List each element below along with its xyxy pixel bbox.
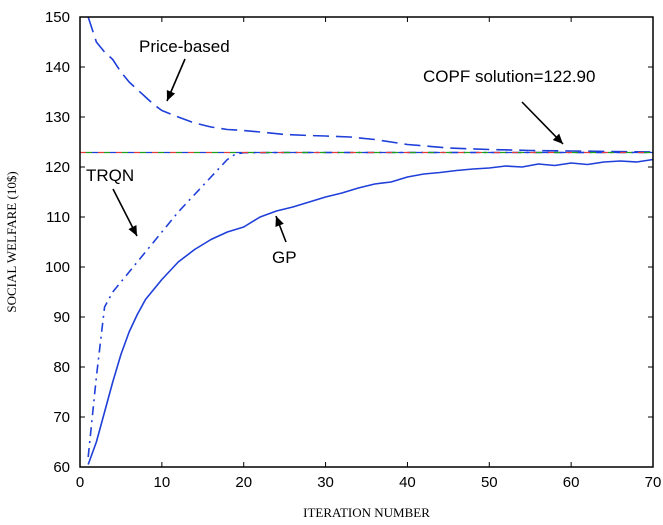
x-tick-label-50: 50 [481,474,498,491]
y-tick-label-60: 60 [53,459,70,476]
y-tick-label-120: 120 [45,159,70,176]
annotation-price-based: Price-based [139,37,230,56]
x-tick-label-70: 70 [645,474,662,491]
y-axis-label: SOCIAL WELFARE (10$) [4,171,19,312]
y-tick-label-80: 80 [53,359,70,376]
y-tick-label-140: 140 [45,59,70,76]
x-tick-label-60: 60 [563,474,580,491]
x-axis-label: ITERATION NUMBER [303,505,430,520]
annotation-copf: COPF solution=122.90 [423,67,595,86]
series-price-based [87,16,654,153]
plot-frame [79,16,654,468]
y-tick-label-130: 130 [45,109,70,126]
annotation-arrowhead-trqn [128,225,137,236]
y-tick-label-70: 70 [53,409,70,426]
annotation-arrowhead-price-based [166,90,176,101]
x-tick-label-10: 10 [154,474,171,491]
annotation-arrowhead-copf [552,133,563,144]
y-tick-label-90: 90 [53,309,70,326]
y-tick-label-110: 110 [46,209,70,226]
y-tick-label-150: 150 [45,9,70,26]
y-tick-label-100: 100 [45,259,70,276]
x-tick-label-0: 0 [76,474,84,491]
series-gp [87,158,654,465]
annotation-gp: GP [272,248,297,267]
series-trqn [87,151,653,458]
annotation-trqn: TRQN [86,166,134,185]
annotation-arrowhead-gp [275,216,284,227]
x-tick-label-20: 20 [235,474,252,491]
axis-ticks: 0 10 20 30 40 50 60 70 60 70 80 90 100 110 120 130 140 15… [45,9,661,491]
x-tick-label-40: 40 [399,474,416,491]
plot-lines [80,16,654,465]
annotations: Price-based COPF solution=122.90 TRQN GP [86,37,595,267]
x-tick-label-30: 30 [317,474,334,491]
